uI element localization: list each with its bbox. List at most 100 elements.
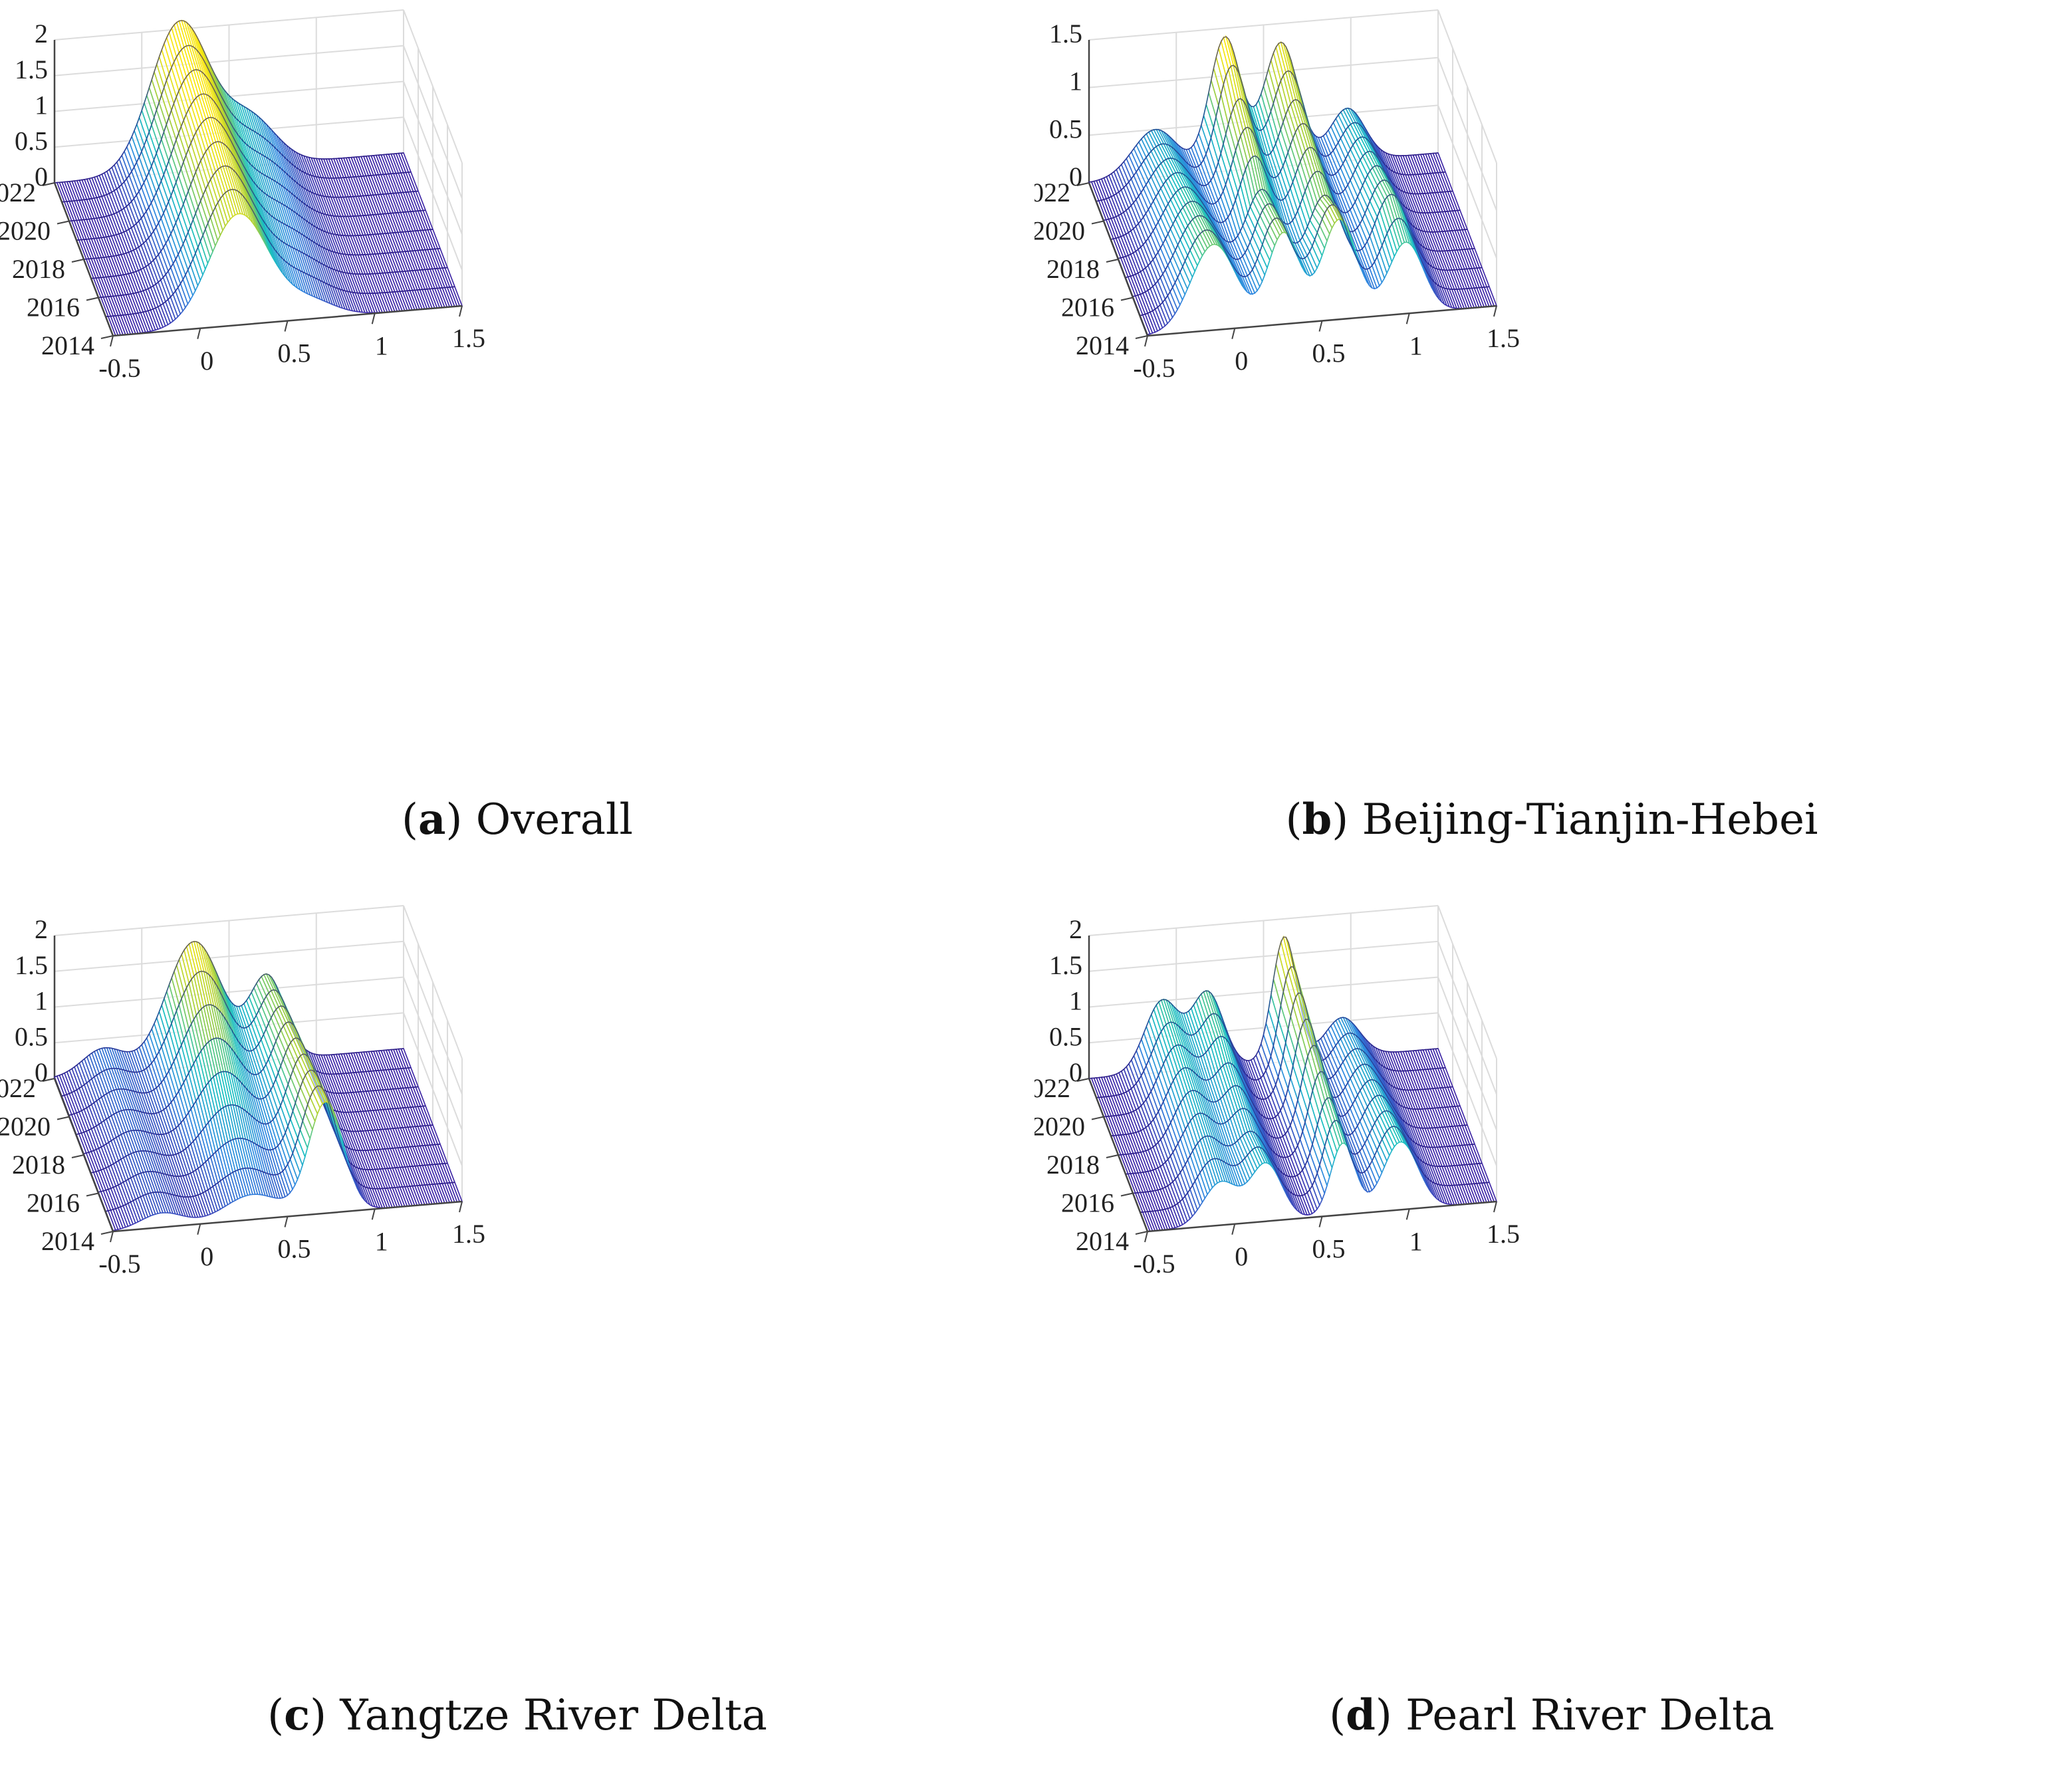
z-tick-label: 1.5 [15,55,48,84]
year-density-curve [1103,98,1453,221]
y-tick-mark [71,259,84,263]
x-tick-mark [110,1231,114,1243]
y-tick-mark [100,1231,114,1235]
chart-panel-overall: -0.500.511.52014201620182020202200.511.5… [0,0,1034,896]
year-density-curve [1132,193,1483,297]
x-tick-label: 1 [375,1226,388,1256]
x-tick-mark [1318,1216,1323,1227]
year-density-curve [54,20,404,184]
x-tick-mark [1231,328,1236,339]
figure-caption: (a) Overall [402,795,633,844]
figure-caption: (b) Beijing-Tianjin-Hebei [1285,795,1818,844]
x-tick-mark [197,1223,201,1235]
z-tick-label: 1.5 [1049,950,1082,980]
y-tick-label: 2020 [0,216,51,246]
z-tick-label: 0 [1069,162,1082,192]
year-density-curve [105,189,455,317]
z-tick-label: 0.5 [1049,1021,1082,1051]
y-tick-mark [1106,1154,1119,1158]
year-density-curve [54,941,404,1078]
y-tick-mark [100,335,114,339]
y-tick-label: 2014 [1076,1226,1129,1256]
year-density-curve [1110,122,1461,240]
year-density-curve [98,1069,448,1193]
year-density-curve [90,141,441,279]
y-tick-label: 2018 [1046,1150,1100,1180]
year-density-curve [76,93,426,241]
z-tick-label: 1 [35,986,48,1016]
y-tick-mark [1135,335,1148,339]
z-tick-label: 1 [1069,66,1082,96]
x-tick-mark [197,328,201,339]
chart-panel-beijing-tianjin-hebei: -0.500.511.52014201620182020202200.511.5… [1034,0,2069,896]
surface-plot: -0.500.511.52014201620182020202200.511.5… [0,9,485,383]
year-density-curve [105,1085,455,1212]
y-tick-label: 2022 [0,178,36,207]
y-tick-label: 2018 [1046,254,1100,284]
year-density-curve [76,1021,426,1135]
caption-text: Overall [475,795,633,844]
y-tick-label: 2020 [0,1112,51,1142]
x-tick-mark [459,305,463,317]
x-tick-mark [1405,1209,1410,1220]
y-tick-mark [1106,259,1119,263]
year-density-curve [1088,936,1439,1079]
x-tick-label: 0 [1235,1241,1248,1271]
caption-letter: a [418,795,446,844]
x-tick-mark [1231,1223,1236,1235]
y-tick-label: 2020 [1034,1112,1085,1142]
x-tick-mark [1405,313,1410,324]
x-tick-label: 1 [375,330,388,360]
x-tick-label: 0 [200,346,213,376]
year-density-curve [61,45,412,203]
y-tick-mark [1135,1231,1148,1235]
x-tick-label: 1.5 [452,1219,485,1249]
z-tick-label: 1 [35,90,48,120]
y-tick-mark [71,1154,84,1158]
chart-panel-pearl-river-delta: -0.500.511.52014201620182020202200.511.5… [1034,896,2069,1791]
x-tick-label: 0.5 [278,338,311,368]
y-tick-mark [1091,1116,1104,1120]
y-tick-label: 2016 [1061,1188,1114,1218]
z-tick-label: 2 [35,914,48,944]
year-density-curve [1096,966,1446,1098]
y-tick-mark [42,1078,55,1082]
year-density-curve [1118,146,1468,259]
x-tick-label: 0.5 [278,1234,311,1264]
x-tick-mark [1493,305,1497,317]
x-tick-label: 1 [1409,330,1423,360]
y-tick-label: 2018 [12,1150,65,1180]
surface-plot: -0.500.511.52014201620182020202200.511.5… [0,905,485,1279]
caption-text: Beijing-Tianjin-Hebei [1362,795,1818,844]
caption-letter: c [284,1690,310,1740]
z-tick-label: 2 [35,19,48,49]
y-tick-mark [57,1116,70,1120]
year-density-curve [1103,992,1453,1118]
y-tick-mark [1091,220,1104,225]
z-tick-label: 0.5 [15,1021,48,1051]
x-tick-label: 1.5 [1487,1219,1520,1249]
y-tick-mark [1076,1078,1090,1082]
year-density-curve [1140,204,1490,317]
x-tick-label: 0 [200,1241,213,1271]
x-tick-mark [1144,335,1148,347]
year-density-curve [61,970,412,1096]
x-tick-mark [459,1201,463,1213]
x-tick-mark [371,313,376,324]
z-tick-label: 2 [1069,914,1082,944]
x-tick-mark [1144,1231,1148,1243]
surface-plot: -0.500.511.52014201620182020202200.511.5… [1034,905,1520,1279]
caption-letter: b [1302,795,1332,844]
z-tick-label: 0 [1069,1057,1082,1087]
year-density-curve [1118,1045,1468,1156]
y-tick-mark [1120,297,1134,301]
caption-letter: d [1346,1690,1376,1740]
x-tick-label: -0.5 [1133,1249,1175,1279]
y-tick-mark [86,297,99,301]
year-density-curve [1096,64,1446,202]
z-tick-label: 0.5 [1049,114,1082,144]
y-tick-mark [86,1192,99,1197]
y-tick-label: 2014 [41,1226,94,1256]
z-tick-label: 0.5 [15,126,48,156]
y-tick-label: 2022 [0,1073,36,1103]
